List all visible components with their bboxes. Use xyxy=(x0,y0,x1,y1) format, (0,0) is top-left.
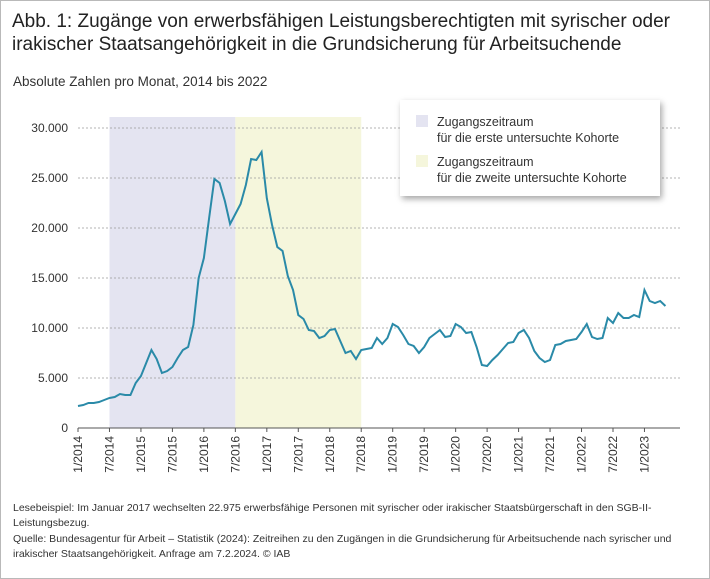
x-tick-label: 1/2021 xyxy=(512,436,526,473)
y-tick-label: 20.000 xyxy=(31,221,68,235)
figure-subtitle: Absolute Zahlen pro Monat, 2014 bis 2022 xyxy=(13,74,268,89)
shaded-period-second-cohort xyxy=(235,117,362,428)
series-line xyxy=(77,149,667,407)
reading-example: Lesebeispiel: Im Januar 2017 wechselten … xyxy=(13,502,652,529)
x-tick-label: 7/2018 xyxy=(354,436,368,473)
x-tick-label: 1/2022 xyxy=(575,436,589,473)
shaded-period-first-cohort xyxy=(109,117,236,428)
x-tick-label: 1/2014 xyxy=(71,436,85,473)
legend-label-line1: Zugangszeitraum xyxy=(437,115,534,129)
x-tick-label: 1/2020 xyxy=(449,436,463,473)
x-tick-label: 1/2019 xyxy=(386,436,400,473)
y-tick-label: 0 xyxy=(61,421,68,435)
x-tick-label: 7/2014 xyxy=(102,436,116,473)
y-tick-label: 5.000 xyxy=(38,371,68,385)
legend-label-line2: für die zweite untersuchte Kohorte xyxy=(437,171,627,185)
x-tick-label: 7/2022 xyxy=(606,436,620,473)
x-tick-label: 1/2018 xyxy=(323,436,337,473)
legend-label-line1: Zugangszeitraum xyxy=(437,155,534,169)
legend: Zugangszeitraum für die erste untersucht… xyxy=(400,100,660,196)
y-tick-label: 15.000 xyxy=(31,271,68,285)
x-tick-label: 1/2017 xyxy=(260,436,274,473)
x-tick-label: 7/2020 xyxy=(480,436,494,473)
x-tick-label: 1/2016 xyxy=(197,436,211,473)
x-tick-label: 7/2015 xyxy=(165,436,179,473)
x-tick-label: 7/2016 xyxy=(228,436,242,473)
x-tick-label: 1/2015 xyxy=(134,436,148,473)
x-tick-label: 7/2021 xyxy=(543,436,557,473)
legend-label-line2: für die erste untersuchte Kohorte xyxy=(437,131,620,145)
x-tick-label: 7/2017 xyxy=(291,436,305,473)
source-note: Quelle: Bundesagentur für Arbeit – Stati… xyxy=(13,533,672,560)
y-tick-label: 25.000 xyxy=(31,171,68,185)
legend-swatch-second-cohort xyxy=(416,155,428,167)
x-tick-label: 7/2019 xyxy=(417,436,431,473)
legend-swatch-first-cohort xyxy=(416,115,428,127)
x-tick-label: 1/2023 xyxy=(637,436,651,473)
y-tick-label: 10.000 xyxy=(31,321,68,335)
y-tick-label: 30.000 xyxy=(31,121,68,135)
figure-title: Abb. 1: Zugänge von erwerbsfähigen Leist… xyxy=(12,11,670,55)
